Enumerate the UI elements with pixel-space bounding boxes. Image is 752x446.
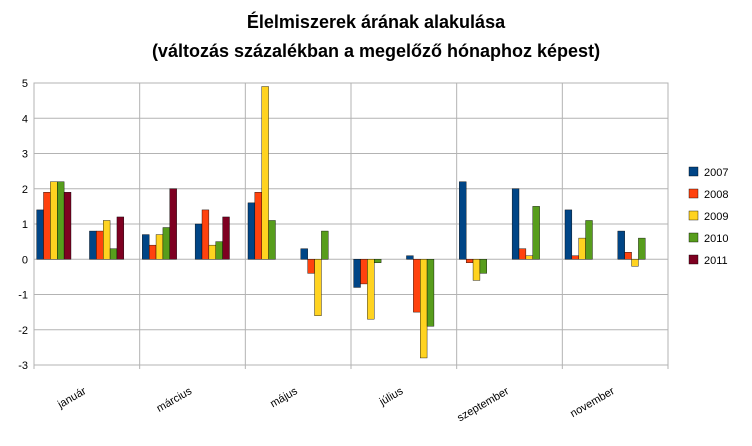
bar-2007-július — [353, 259, 361, 288]
bar-2008-szeptember — [465, 259, 474, 263]
bar-2011-február — [116, 216, 125, 260]
bar-2008-május — [254, 192, 262, 260]
legend-label-2008: 2008 — [704, 189, 728, 201]
bars — [36, 86, 646, 359]
x-tick-label: november — [568, 385, 617, 420]
bar-2010-január — [57, 181, 65, 260]
bar-2010-március — [162, 227, 170, 260]
legend-swatch-2007 — [688, 166, 699, 177]
bar-2007-augusztus — [406, 255, 414, 260]
bar-2008-november — [571, 255, 579, 260]
bar-2010-június — [321, 230, 329, 260]
bar-2007-június — [300, 248, 308, 260]
bar-2009-május — [261, 86, 269, 260]
bar-2010-május — [268, 220, 276, 260]
bar-2011-március — [169, 188, 177, 260]
y-tick-label: 1 — [22, 219, 28, 231]
bar-2008-december — [624, 251, 632, 260]
y-tick-label: 5 — [22, 78, 28, 90]
bar-2010-július — [374, 259, 382, 263]
legend-label-2007: 2007 — [704, 167, 728, 179]
x-tick-label: január — [55, 385, 89, 411]
bar-2010-április — [215, 241, 223, 260]
x-tick-label: március — [155, 385, 195, 415]
bar-2010-december — [638, 237, 646, 260]
bar-2007-május — [247, 202, 256, 260]
bar-2008-március — [148, 244, 157, 260]
bar-2008-február — [96, 230, 104, 260]
chart-title: Élelmiszerek árának alakulása — [246, 12, 506, 32]
bar-2009-április — [208, 244, 216, 260]
bar-2009-december — [631, 259, 639, 267]
y-tick-label: -1 — [18, 290, 28, 302]
bar-2008-augusztus — [413, 259, 421, 313]
x-tick-label: május — [268, 385, 300, 410]
bar-2009-szeptember — [472, 259, 481, 281]
legend-swatch-2010 — [688, 232, 699, 243]
bar-2008-október — [518, 248, 527, 260]
legend: 2007 2008 2009 2010 2011 — [688, 166, 728, 267]
bar-2010-augusztus — [426, 259, 435, 327]
gridlines — [33, 82, 669, 369]
x-tick-label: szeptember — [455, 385, 511, 424]
y-tick-label: -2 — [18, 325, 28, 337]
bar-2007-november — [564, 209, 573, 260]
legend-label-2009: 2009 — [704, 211, 728, 223]
y-tick-label: 3 — [22, 149, 28, 161]
legend-swatch-2008 — [688, 188, 699, 199]
bar-2007-szeptember — [459, 181, 467, 260]
bar-2009-január — [50, 181, 58, 260]
y-tick-label: 4 — [22, 113, 28, 125]
legend-label-2011: 2011 — [704, 255, 728, 267]
bar-2010-november — [585, 220, 593, 260]
bar-2010-február — [109, 248, 118, 260]
bar-2007-január — [36, 209, 44, 260]
legend-label-2010: 2010 — [704, 233, 728, 245]
bar-2009-augusztus — [420, 259, 428, 359]
y-tick-label: 2 — [22, 184, 28, 196]
chart-subtitle: (változás százalékban a megelőző hónapho… — [151, 41, 601, 61]
bar-2007-február — [89, 230, 97, 260]
plot-frame — [33, 82, 669, 366]
bar-2011-április — [222, 216, 230, 260]
bar-2009-július — [367, 259, 375, 320]
y-tick-label: 0 — [22, 254, 28, 266]
bar-2010-október — [532, 206, 540, 260]
bar-2008-június — [307, 259, 315, 274]
bar-2011-január — [63, 192, 72, 260]
bar-2008-április — [201, 209, 210, 260]
bar-2007-december — [617, 230, 625, 260]
bar-2009-március — [155, 234, 164, 260]
bar-2007-április — [194, 223, 203, 260]
x-tick-label: július — [377, 385, 406, 409]
bar-2008-január — [43, 192, 51, 260]
bar-2009-október — [525, 255, 533, 260]
bar-2009-február — [103, 220, 111, 260]
bar-2007-március — [142, 234, 150, 260]
legend-swatch-2009 — [688, 210, 699, 221]
bar-2010-szeptember — [479, 259, 487, 274]
legend-swatch-2011 — [688, 254, 699, 265]
bar-2008-július — [360, 259, 368, 285]
bar-2009-június — [314, 259, 322, 316]
y-tick-label: -3 — [18, 360, 28, 372]
bar-2009-november — [578, 237, 586, 260]
bar-2007-október — [511, 188, 520, 260]
